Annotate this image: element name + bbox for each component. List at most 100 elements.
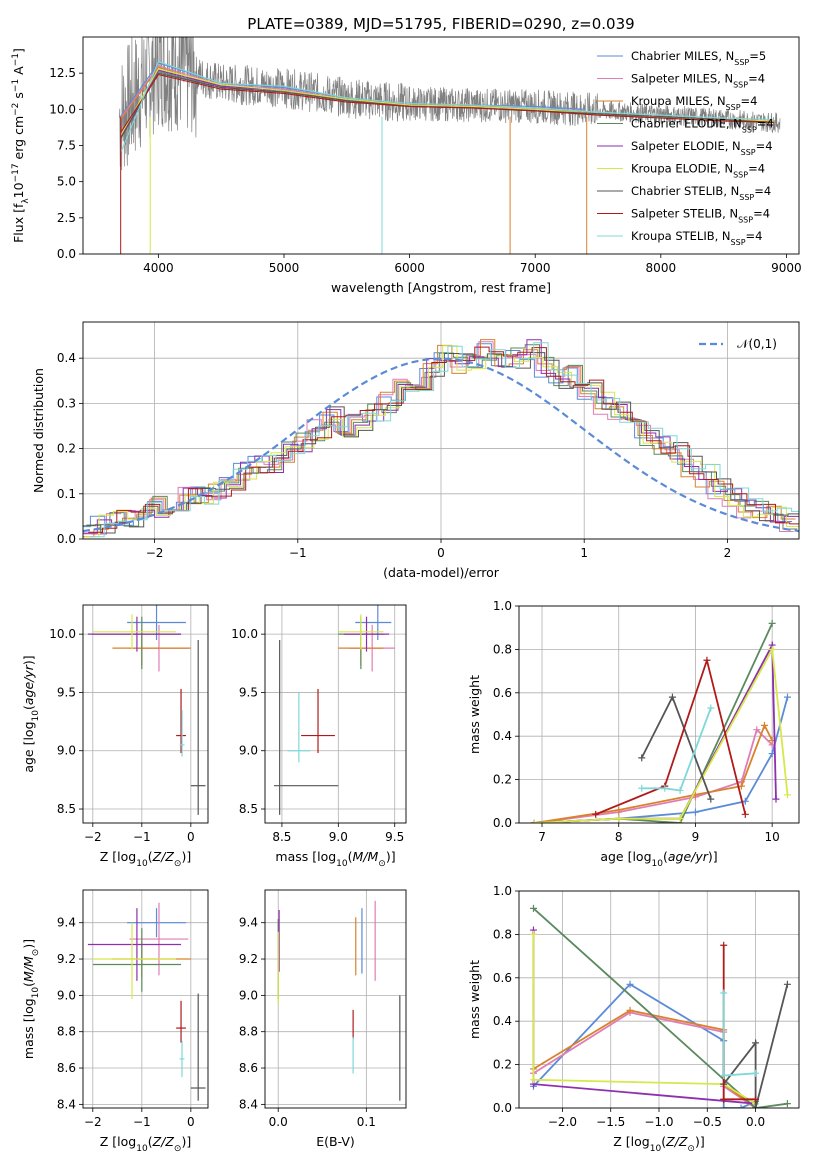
x-axis-label: wavelength [Angstrom, rest frame] xyxy=(331,280,551,295)
y-tick-label: 9.0 xyxy=(57,744,76,758)
axis-label-part: Z [log xyxy=(100,1134,136,1149)
axes-frame xyxy=(518,605,800,824)
legend-label-text: Chabrier STELIB, N xyxy=(631,184,739,198)
x-axis-label: mass [log10(M/M⊙)] xyxy=(275,849,395,869)
axis-label-part: −1 xyxy=(11,79,21,92)
axis-label-part: 10 xyxy=(336,859,348,869)
residual-histogram-panel: −2 −1 0 1 2 0.0 0.1 0.2 0.3 0.4 (data-model)/error… xyxy=(31,321,800,580)
axis-label-part: λ xyxy=(21,198,31,204)
axis-label-part: 10 xyxy=(31,987,41,999)
axis-label-part: ⊙ xyxy=(378,859,386,869)
x-tick-label: −1.0 xyxy=(644,1115,673,1129)
y-tick-label: 9.0 xyxy=(239,744,258,758)
y-tick-label: 8.4 xyxy=(239,1097,258,1111)
legend-entry-label: Chabrier MILES, NSSP=5 xyxy=(631,49,766,67)
legend-entry-label: 𝒩(0,1) xyxy=(737,337,777,351)
x-tick-label: 0 xyxy=(187,830,195,844)
x-tick-label: 4000 xyxy=(143,261,174,275)
weight-point-marker xyxy=(720,989,728,997)
plot-area xyxy=(529,904,791,1108)
residual-histogram-step xyxy=(89,342,799,538)
y-tick-label: 0.8 xyxy=(493,927,512,941)
y-tick-label: 0.3 xyxy=(57,396,76,410)
legend-label-value: =4 xyxy=(756,139,773,153)
weight-point-marker xyxy=(768,645,776,653)
weight-point-marker xyxy=(626,980,634,988)
y-tick-label: 1.0 xyxy=(493,599,512,613)
x-tick-label: 0.0 xyxy=(269,1115,288,1129)
model-spectrum-line xyxy=(120,73,774,133)
weight-series-line xyxy=(534,728,773,823)
weight-point-marker xyxy=(592,810,600,818)
weight-point-marker xyxy=(529,904,537,912)
axes-frame xyxy=(264,889,407,1109)
x-tick-label: −2.0 xyxy=(548,1115,577,1129)
weight-point-marker xyxy=(707,704,715,712)
mass-vs-ebv-panel: 0.0 0.1 8.4 8.6 8.8 9.0 9.2 9.4 E(B-V) xyxy=(239,889,407,1149)
axis-label-part: Z/Z xyxy=(665,1134,688,1149)
spectrum-panel: 4000 5000 6000 7000 8000 9000 0.0 2.5 5.0 7.5 10.0… xyxy=(11,36,802,295)
y-tick-label: 8.8 xyxy=(239,1025,258,1039)
axes-frame xyxy=(82,889,209,1109)
weight-series-line xyxy=(641,707,712,792)
figure-title: PLATE=0389, MJD=51795, FIBERID=0290, z=0… xyxy=(247,15,634,33)
axis-label-part: M/M xyxy=(21,956,36,982)
axis-label-part: mass [log xyxy=(275,849,336,864)
y-tick-label: 7.5 xyxy=(57,139,76,153)
weight-series-line xyxy=(532,983,756,1108)
axis-label-part: )] xyxy=(708,849,718,864)
axis-label-part: Flux [f xyxy=(11,203,26,243)
weight-point-marker xyxy=(720,1104,728,1108)
plot-area xyxy=(274,605,395,815)
x-tick-label: 0.0 xyxy=(746,1115,765,1129)
residual-histogram-step xyxy=(88,346,799,533)
axis-label-part: )] xyxy=(386,849,396,864)
weight-point-marker xyxy=(529,1076,537,1084)
y-axis-label: Flux [fλ10−17 erg cm−2 s−1 A−1] xyxy=(11,48,31,243)
legend-label-subscript: SSP xyxy=(738,215,753,224)
y-tick-label: 9.4 xyxy=(239,916,258,930)
axis-label-part: ( xyxy=(348,849,353,864)
weight-point-marker xyxy=(529,930,537,938)
legend-label-subscript: SSP xyxy=(742,125,757,134)
weight-point-marker xyxy=(753,726,761,734)
y-tick-label: 0.0 xyxy=(493,816,512,830)
axis-label-part: ( xyxy=(148,849,153,864)
legend-label-value: =4 xyxy=(741,94,758,108)
age-vs-metallicity-panel: −2 −1 08.59.09.510.0Z [log10(Z/Z⊙)]age [lo… xyxy=(21,604,209,869)
weight-point-marker xyxy=(768,619,776,627)
model-spectrum-line xyxy=(120,60,774,153)
y-tick-label: 9.2 xyxy=(57,952,76,966)
y-tick-label: 5.0 xyxy=(57,175,76,189)
legend-label-text: Kroupa ELODIE, N xyxy=(631,162,733,176)
plot-area xyxy=(87,902,206,1101)
x-tick-label: −0.5 xyxy=(693,1115,722,1129)
axis-label-part: age/yr xyxy=(668,849,709,864)
weight-point-marker xyxy=(615,806,623,814)
y-tick-label: 9.5 xyxy=(239,685,258,699)
weight-point-marker xyxy=(638,754,646,762)
y-tick-label: 0.1 xyxy=(57,487,76,501)
axes-frame xyxy=(82,604,209,824)
weight-point-marker xyxy=(760,721,768,729)
x-tick-label: 9 xyxy=(692,830,700,844)
weight-point-marker xyxy=(737,1104,745,1108)
weight-series-line xyxy=(534,641,777,823)
x-tick-label: −2 xyxy=(84,1115,102,1129)
axis-label-part: mass weight xyxy=(467,960,482,1039)
y-tick-label: 0.0 xyxy=(57,247,76,261)
weight-point-marker xyxy=(530,819,538,823)
weight-series-line xyxy=(532,907,788,1108)
axis-label-part: 10 xyxy=(136,859,148,869)
axis-label-part: )] xyxy=(181,1134,191,1149)
y-tick-label: 8.8 xyxy=(57,1025,76,1039)
x-tick-label: −1 xyxy=(133,830,151,844)
y-tick-label: 9.5 xyxy=(57,685,76,699)
axis-label-part: ( xyxy=(148,1134,153,1149)
y-tick-label: 0.0 xyxy=(493,1101,512,1115)
axis-label-part: ⊙ xyxy=(174,859,182,869)
axis-label-part: (data-model)/error xyxy=(383,565,500,580)
y-tick-label: 9.0 xyxy=(239,988,258,1002)
y-tick-label: 10.0 xyxy=(231,627,258,641)
